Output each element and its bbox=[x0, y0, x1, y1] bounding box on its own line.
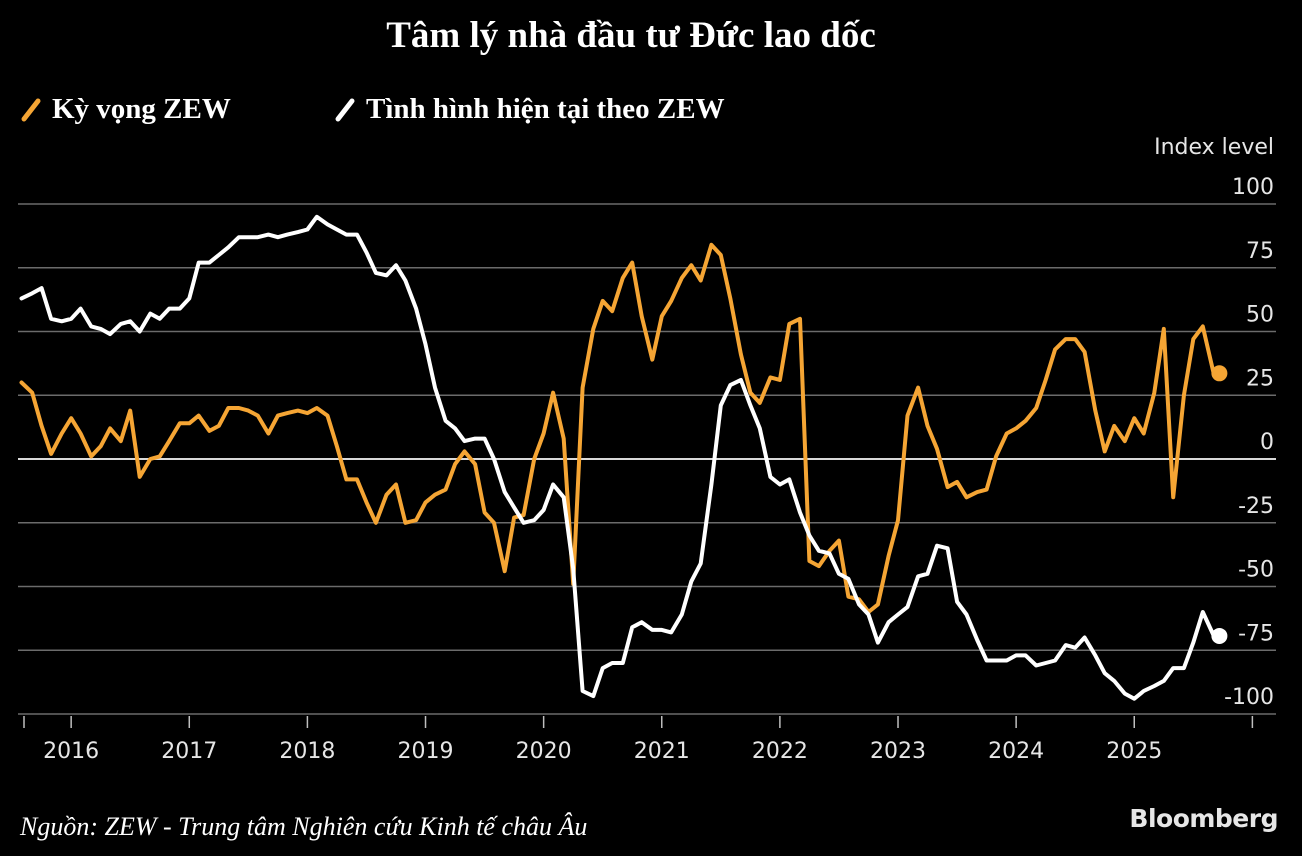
x-axis: 2016 2017 2018 2019 2020 2021 2022 2023 2024 2025 bbox=[23, 716, 1254, 764]
x-tick-label: 2018 bbox=[279, 739, 335, 764]
legend-item-expectations: Kỳ vọng ZEW bbox=[20, 93, 231, 126]
y-axis: 100 75 50 25 0 -25 -50 -75 -100 bbox=[1224, 175, 1274, 710]
source-note: Nguồn: ZEW - Trung tâm Nghiên cứu Kinh t… bbox=[20, 812, 588, 841]
y-tick-label: 75 bbox=[1246, 239, 1274, 264]
y-tick-label: -50 bbox=[1238, 558, 1274, 583]
end-marker-expectations bbox=[1211, 365, 1228, 382]
gridlines bbox=[18, 203, 1276, 715]
x-tick-label: 2020 bbox=[516, 739, 572, 764]
y-tick-label: 25 bbox=[1246, 366, 1274, 391]
chart-title: Tâm lý nhà đầu tư Đức lao dốc bbox=[386, 15, 876, 56]
bloomberg-logo: Bloomberg bbox=[1129, 804, 1278, 833]
y-axis-label: Index level bbox=[1154, 135, 1274, 160]
series-lines bbox=[19, 214, 1228, 701]
x-tick-label: 2022 bbox=[752, 739, 808, 764]
x-tick-label: 2024 bbox=[988, 739, 1044, 764]
series-line-current-situation bbox=[19, 214, 1216, 701]
x-tick-label: 2025 bbox=[1106, 739, 1162, 764]
y-tick-label: -75 bbox=[1238, 621, 1274, 646]
x-tick-label: 2016 bbox=[43, 739, 99, 764]
series-line-expectations bbox=[19, 242, 1216, 614]
y-tick-label: 50 bbox=[1246, 303, 1274, 328]
legend-label-current-situation: Tình hình hiện tại theo ZEW bbox=[366, 93, 725, 125]
y-tick-label: 100 bbox=[1232, 175, 1274, 200]
y-tick-label: -100 bbox=[1224, 685, 1274, 710]
legend-label-expectations: Kỳ vọng ZEW bbox=[52, 93, 231, 125]
end-marker-current-situation bbox=[1211, 627, 1228, 644]
y-tick-label: -25 bbox=[1238, 494, 1274, 519]
x-tick-label: 2021 bbox=[634, 739, 690, 764]
legend-item-current-situation: Tình hình hiện tại theo ZEW bbox=[334, 93, 725, 126]
legend-swatch-white-icon bbox=[335, 98, 355, 121]
legend-swatch-orange-icon bbox=[21, 98, 41, 121]
x-tick-label: 2019 bbox=[398, 739, 454, 764]
x-tick-label: 2017 bbox=[161, 739, 217, 764]
x-tick-label: 2023 bbox=[870, 739, 926, 764]
y-tick-label: 0 bbox=[1260, 430, 1274, 455]
